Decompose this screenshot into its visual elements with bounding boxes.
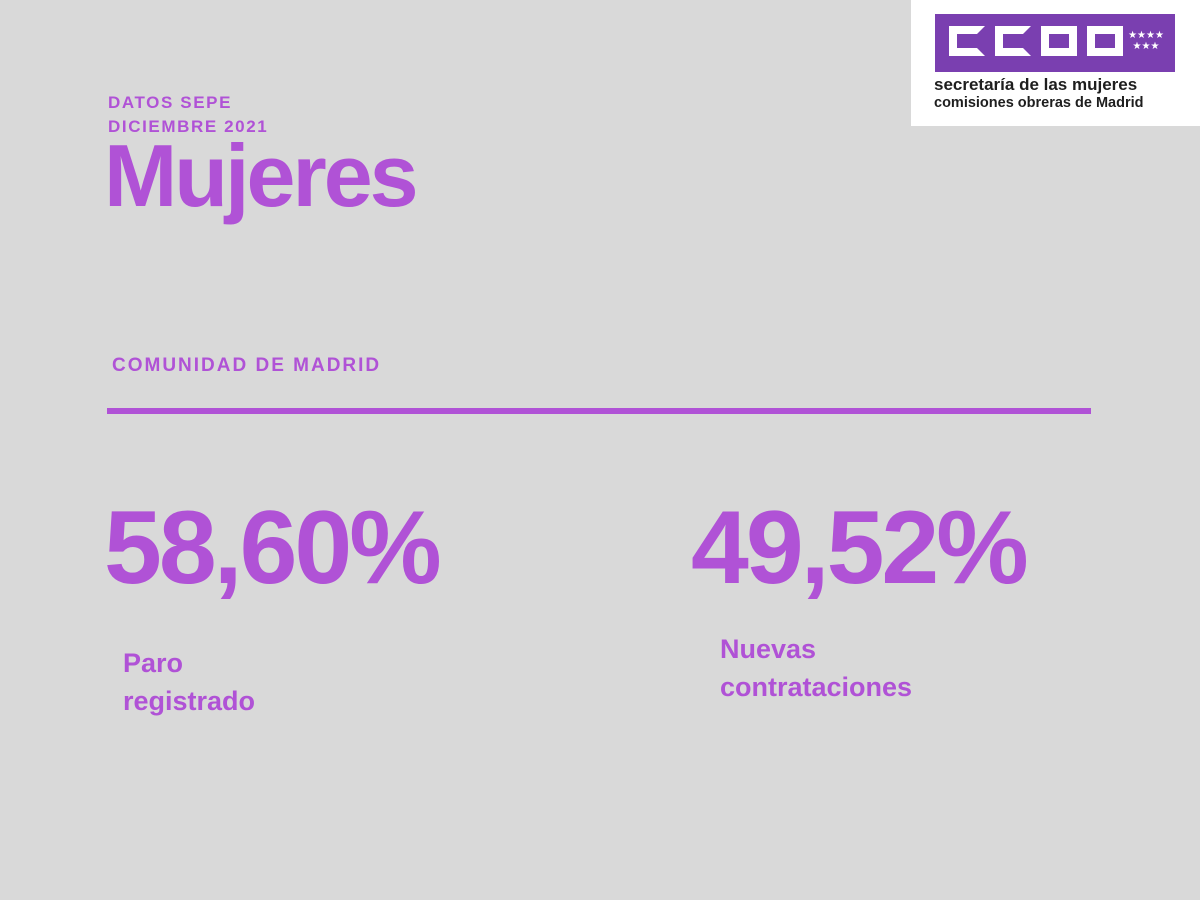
- logo-wordmark: [949, 26, 1123, 56]
- divider: [107, 408, 1091, 414]
- stat-contrataciones-value: 49,52%: [691, 490, 1029, 606]
- stat-paro-label: Paro registrado: [123, 644, 343, 720]
- ccoo-logo: ★★★★ ★★★: [935, 14, 1175, 72]
- logo-letter-o: [1041, 26, 1077, 56]
- stat-paro-label-line1: Paro: [123, 648, 184, 678]
- stat-contrataciones-label-line2: contrataciones: [720, 672, 913, 702]
- logo-letter-c: [949, 26, 985, 56]
- logo-subtitle: secretaría de las mujeres: [934, 75, 1138, 94]
- section-label: COMUNIDAD DE MADRID: [112, 355, 382, 376]
- stat-paro-value: 58,60%: [104, 490, 442, 606]
- logo-letter-c: [995, 26, 1031, 56]
- stat-contrataciones-label-line1: Nuevas: [720, 634, 817, 664]
- kicker-date: DICIEMBRE 2021: [108, 117, 269, 136]
- kicker-datos-sepe: DATOS SEPE: [108, 93, 233, 112]
- page-title: Mujeres: [104, 126, 419, 225]
- logo-org-name: comisiones obreras de Madrid: [934, 95, 1144, 111]
- stat-contrataciones-label: Nuevas contrataciones: [720, 630, 980, 706]
- stars-icon: ★★★★ ★★★: [1128, 30, 1164, 52]
- stat-paro-label-line2: registrado: [123, 686, 256, 716]
- logo-letter-o: [1087, 26, 1123, 56]
- logo-box: ★★★★ ★★★ secretaría de las mujeres comisi…: [911, 0, 1200, 126]
